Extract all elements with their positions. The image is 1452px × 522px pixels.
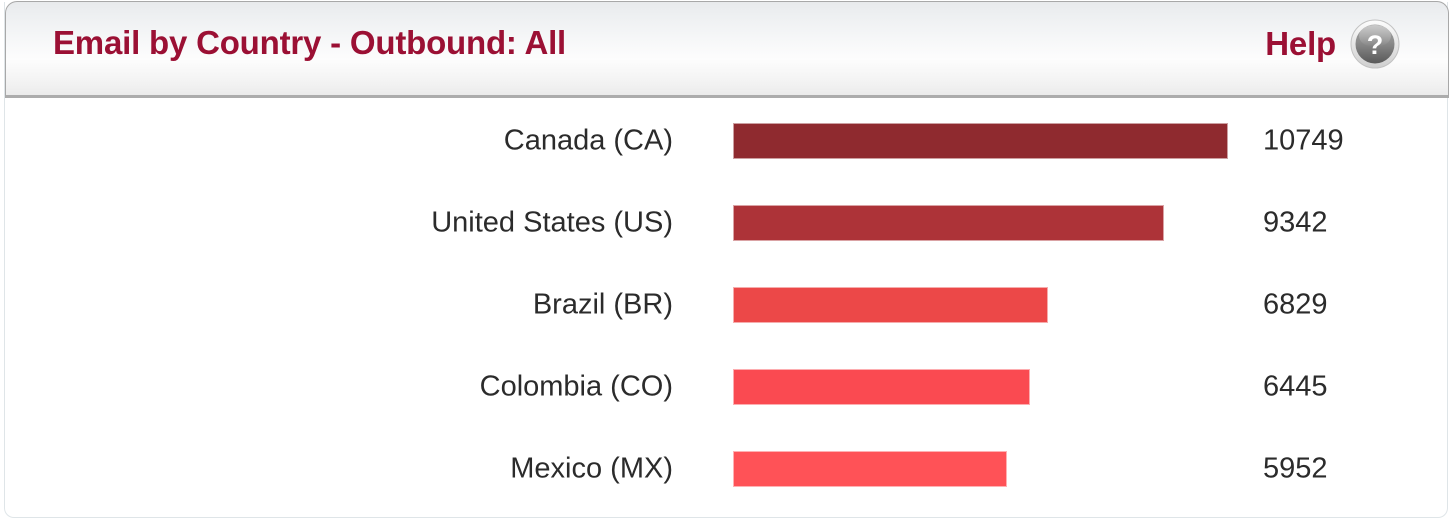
help-question-circle-icon[interactable]: ?: [1350, 19, 1400, 69]
bar-track: [733, 205, 1263, 241]
bar-category-label: Canada (CA): [503, 124, 673, 157]
bar-row: Mexico (MX) 5952: [5, 451, 1449, 487]
panel-header: Email by Country - Outbound: All Help: [5, 1, 1449, 98]
page-title: Email by Country - Outbound: All: [53, 24, 567, 61]
bar-value-label: 6829: [1263, 288, 1328, 321]
bar-value-label: 10749: [1263, 124, 1344, 157]
bar-track: [733, 451, 1263, 487]
bar-row: United States (US) 9342: [5, 205, 1449, 241]
bar-track: [733, 123, 1263, 159]
bar-value-label: 5952: [1263, 452, 1328, 485]
bar-category-label: United States (US): [431, 206, 673, 239]
bar-fill[interactable]: [733, 369, 1031, 405]
bar-category-label: Mexico (MX): [510, 452, 673, 485]
svg-text:?: ?: [1367, 30, 1384, 60]
bar-category-label: Brazil (BR): [532, 288, 673, 321]
bar-category-label: Colombia (CO): [479, 370, 673, 403]
bar-row: Colombia (CO) 6445: [5, 369, 1449, 405]
bar-row: Canada (CA) 10749: [5, 123, 1449, 159]
bar-fill[interactable]: [733, 205, 1164, 241]
bar-row: Brazil (BR) 6829: [5, 287, 1449, 323]
email-by-country-panel: Email by Country - Outbound: All Help: [4, 1, 1449, 518]
bar-fill[interactable]: [733, 451, 1008, 487]
bar-track: [733, 287, 1263, 323]
bar-fill[interactable]: [733, 287, 1048, 323]
bar-value-label: 9342: [1263, 206, 1328, 239]
help-label: Help: [1265, 25, 1336, 62]
bar-fill[interactable]: [733, 123, 1229, 159]
bar-track: [733, 369, 1263, 405]
help-button[interactable]: Help: [1265, 19, 1400, 69]
bar-value-label: 6445: [1263, 370, 1328, 403]
bar-chart: Canada (CA) 10749 United States (US) 9342 Br…: [5, 99, 1449, 516]
